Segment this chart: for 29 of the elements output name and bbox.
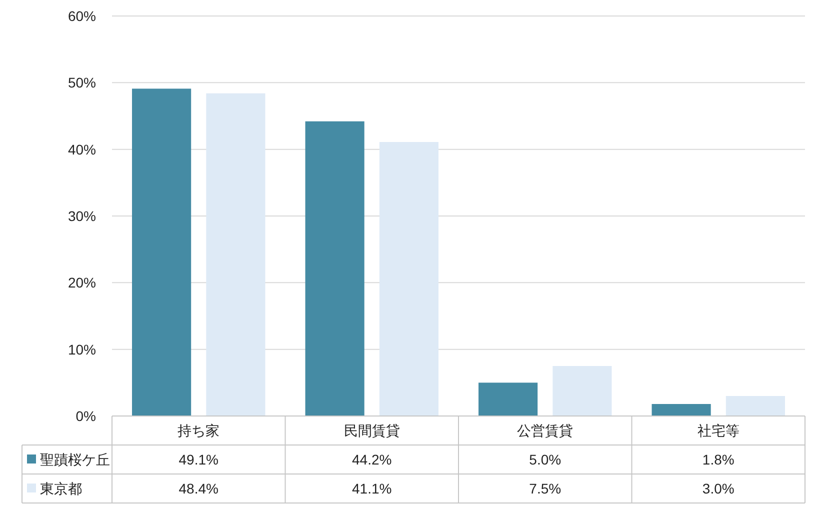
y-tick-label: 30% [68,208,96,224]
data-label: 1.8% [702,452,734,468]
y-tick-label: 10% [68,341,96,358]
x-tick-label: 持ち家 [178,422,220,438]
data-label: 48.4% [178,480,218,496]
x-tick-label: 民間賃貸 [344,422,400,438]
y-tick-label: 40% [68,141,96,158]
bar [552,366,612,416]
bar [726,396,785,416]
data-label: 5.0% [529,452,562,468]
bar [305,121,364,416]
y-tick-label: 0% [76,408,96,424]
y-tick-label: 50% [68,74,96,91]
y-tick-label: 60% [68,8,96,24]
bar [652,404,711,416]
legend-label: 聖蹟桜ケ丘 [40,452,110,468]
data-label: 49.1% [178,452,218,468]
bar [379,142,438,416]
bar [206,93,266,416]
bar [132,88,192,416]
x-tick-label: 公営賃貸 [517,422,574,438]
bar [478,382,538,416]
data-label: 3.0% [702,480,734,496]
x-tick-label: 社宅等 [697,422,740,438]
data-label: 44.2% [352,452,392,468]
y-tick-label: 20% [68,274,96,291]
data-label: 7.5% [529,480,562,496]
data-label: 41.1% [352,480,392,496]
legend-label: 東京都 [40,480,82,496]
